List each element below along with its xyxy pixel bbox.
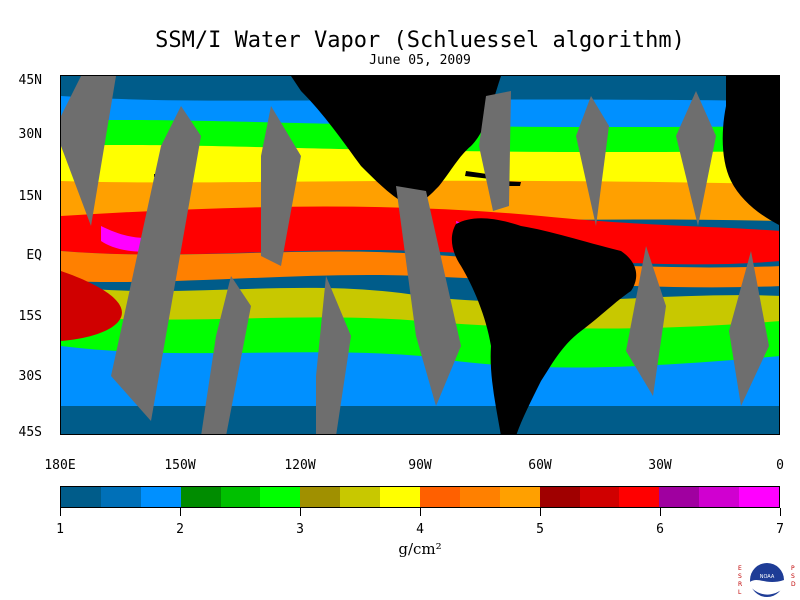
lon-label-0: 0 bbox=[776, 458, 784, 473]
colorbar-label: 7 bbox=[776, 522, 784, 537]
north-america-land bbox=[291, 76, 779, 205]
lon-label-60w: 60W bbox=[528, 458, 552, 473]
colorbar-label: 4 bbox=[416, 522, 424, 537]
colorbar-segment bbox=[499, 487, 540, 507]
missing-swath-9 bbox=[676, 91, 716, 226]
missing-swath-8 bbox=[576, 96, 609, 226]
logo-center-text: NOAA bbox=[760, 574, 775, 580]
colorbar bbox=[60, 486, 780, 508]
colorbar-segment bbox=[380, 487, 421, 507]
lat-label-30n: 30N bbox=[18, 127, 42, 142]
colorbar-segment bbox=[420, 487, 460, 507]
missing-swath-11 bbox=[729, 251, 769, 406]
colorbar-tick bbox=[300, 508, 301, 516]
lon-label-150w: 150W bbox=[164, 458, 196, 473]
noaa-logo: E S R L NOAA P S D bbox=[738, 563, 796, 597]
colorbar-segment bbox=[180, 487, 221, 507]
missing-swath-3 bbox=[261, 106, 301, 266]
lat-label-15n: 15N bbox=[18, 189, 42, 204]
colorbar-label: 2 bbox=[176, 522, 184, 537]
svg-text:S: S bbox=[738, 573, 742, 580]
moist-patch-west bbox=[61, 271, 122, 341]
colorbar-segment bbox=[300, 487, 341, 507]
lat-label-eq: EQ bbox=[26, 248, 42, 263]
colorbar-segment bbox=[659, 487, 700, 507]
lat-label-30s: 30S bbox=[18, 369, 42, 384]
missing-swath-5 bbox=[316, 276, 351, 434]
missing-swath-1 bbox=[61, 76, 116, 226]
colorbar-segment bbox=[699, 487, 740, 507]
colorbar-segment bbox=[100, 487, 141, 507]
colorbar-segment bbox=[260, 487, 301, 507]
missing-swath-2 bbox=[111, 106, 201, 421]
svg-text:R: R bbox=[738, 581, 742, 588]
colorbar-segment bbox=[61, 487, 101, 507]
svg-text:D: D bbox=[791, 581, 796, 588]
colorbar-segment bbox=[140, 487, 181, 507]
missing-swath-7 bbox=[479, 91, 511, 211]
africa-land bbox=[722, 76, 779, 225]
units-label: g/cm² bbox=[398, 540, 442, 558]
colorbar-tick bbox=[540, 508, 541, 516]
colorbar-label: 3 bbox=[296, 522, 304, 537]
logo-left-text: E bbox=[738, 565, 742, 572]
colorbar-segment bbox=[539, 487, 580, 507]
lon-label-90w: 90W bbox=[408, 458, 432, 473]
missing-swath-10 bbox=[626, 246, 666, 396]
south-america-land bbox=[451, 218, 637, 434]
colorbar-segment bbox=[459, 487, 500, 507]
missing-swath-6 bbox=[396, 186, 461, 406]
colorbar-tick bbox=[60, 508, 61, 516]
lon-label-120w: 120W bbox=[284, 458, 316, 473]
lat-label-45s: 45S bbox=[18, 425, 42, 440]
baja-land bbox=[391, 136, 413, 186]
lon-label-180e: 180E bbox=[44, 458, 76, 473]
water-vapor-map bbox=[60, 75, 780, 435]
colorbar-tick bbox=[780, 508, 781, 516]
colorbar-label: 1 bbox=[56, 522, 64, 537]
colorbar-tick bbox=[420, 508, 421, 516]
svg-text:L: L bbox=[738, 589, 742, 596]
colorbar-tick bbox=[660, 508, 661, 516]
lat-label-45n: 45N bbox=[18, 73, 42, 88]
map-title: SSM/I Water Vapor (Schluessel algorithm) bbox=[155, 28, 685, 53]
colorbar-segment bbox=[220, 487, 261, 507]
colorbar-tick bbox=[180, 508, 181, 516]
lon-label-30w: 30W bbox=[648, 458, 672, 473]
colorbar-label: 6 bbox=[656, 522, 664, 537]
svg-text:S: S bbox=[791, 573, 795, 580]
map-canvas bbox=[61, 76, 779, 434]
colorbar-segment bbox=[619, 487, 660, 507]
colorbar-segment bbox=[340, 487, 381, 507]
colorbar-segment bbox=[579, 487, 620, 507]
missing-swath-4 bbox=[201, 276, 251, 434]
colorbar-segment bbox=[739, 487, 780, 507]
map-date: June 05, 2009 bbox=[369, 53, 471, 68]
lat-label-15s: 15S bbox=[18, 309, 42, 324]
logo-right-text: P bbox=[791, 565, 795, 572]
colorbar-label: 5 bbox=[536, 522, 544, 537]
